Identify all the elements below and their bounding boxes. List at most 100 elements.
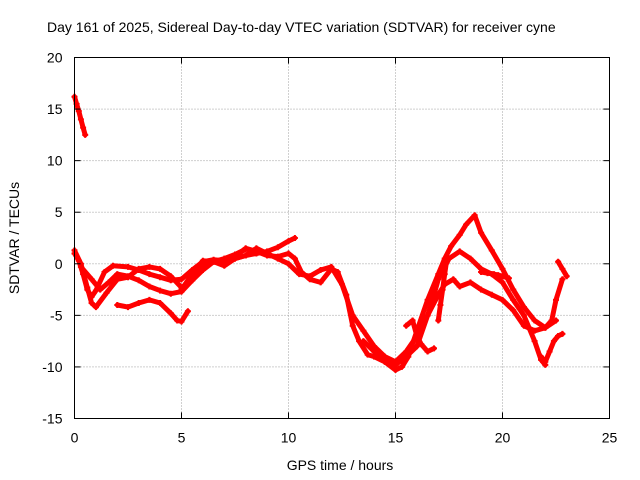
data-point bbox=[371, 348, 378, 355]
data-point bbox=[424, 348, 431, 355]
data-point bbox=[135, 265, 142, 272]
data-point bbox=[471, 212, 478, 219]
data-point bbox=[441, 271, 448, 278]
data-point bbox=[409, 317, 416, 324]
data-point bbox=[505, 275, 512, 282]
data-point bbox=[456, 231, 463, 238]
data-point bbox=[253, 245, 260, 252]
data-point bbox=[364, 351, 371, 358]
data-point bbox=[80, 124, 87, 131]
series-sat-l bbox=[435, 255, 450, 324]
data-point bbox=[413, 333, 420, 339]
data-point bbox=[437, 302, 444, 308]
data-point bbox=[443, 255, 450, 262]
data-point bbox=[546, 348, 553, 355]
data-point bbox=[274, 244, 281, 251]
data-point bbox=[328, 263, 335, 270]
data-point bbox=[495, 272, 502, 279]
data-point bbox=[499, 279, 506, 286]
data-point bbox=[274, 255, 281, 262]
x-tick-label: 20 bbox=[495, 430, 511, 446]
data-point bbox=[510, 307, 517, 314]
data-point bbox=[199, 267, 206, 273]
data-point bbox=[105, 279, 112, 286]
series-sat-i bbox=[478, 269, 512, 282]
y-tick-label: 0 bbox=[55, 256, 63, 272]
data-point bbox=[439, 286, 446, 293]
data-point bbox=[456, 283, 463, 290]
data-point bbox=[413, 343, 420, 350]
data-point bbox=[488, 247, 495, 254]
tick-labels-layer: 0 5 10 15 20 25 -15 -10 -5 0 5 10 15 20 bbox=[42, 50, 617, 446]
data-point bbox=[221, 262, 228, 269]
data-point bbox=[360, 338, 367, 345]
data-point bbox=[499, 296, 506, 303]
data-point bbox=[296, 271, 303, 278]
data-point bbox=[559, 330, 566, 337]
data-point bbox=[510, 296, 517, 303]
series-trace bbox=[360, 248, 548, 368]
data-point bbox=[435, 276, 442, 283]
x-tick-label: 15 bbox=[388, 430, 404, 446]
data-point bbox=[559, 276, 566, 283]
data-point bbox=[88, 276, 95, 283]
data-point bbox=[146, 296, 153, 303]
data-point bbox=[178, 288, 185, 295]
data-point bbox=[392, 367, 399, 373]
series-trace bbox=[538, 331, 565, 365]
data-point bbox=[317, 279, 324, 286]
data-point bbox=[488, 291, 495, 298]
data-point bbox=[82, 131, 89, 138]
data-point bbox=[114, 302, 121, 308]
data-point bbox=[291, 255, 298, 262]
data-point bbox=[467, 255, 474, 262]
data-point bbox=[553, 296, 559, 303]
data-point bbox=[424, 312, 431, 319]
series-sat-k bbox=[555, 258, 570, 280]
series-layer bbox=[71, 93, 570, 373]
data-point bbox=[450, 276, 457, 283]
data-point bbox=[435, 317, 442, 324]
data-point bbox=[77, 116, 84, 123]
y-tick-label: 5 bbox=[55, 204, 63, 220]
data-point bbox=[157, 265, 164, 272]
y-axis-title: SDTVAR / TECUs bbox=[6, 182, 22, 294]
plot-frame bbox=[74, 57, 610, 419]
data-point bbox=[242, 246, 249, 253]
series-sat-f bbox=[77, 246, 249, 297]
y-tick-label: -10 bbox=[42, 359, 62, 375]
data-point bbox=[101, 269, 108, 275]
y-tick-label: -5 bbox=[50, 307, 63, 323]
data-point bbox=[317, 267, 324, 273]
data-point bbox=[398, 363, 405, 370]
data-point bbox=[431, 291, 437, 298]
data-point bbox=[467, 279, 474, 286]
data-point bbox=[189, 277, 196, 284]
data-point bbox=[531, 338, 538, 345]
y-tick-label: 20 bbox=[47, 50, 63, 66]
data-point bbox=[542, 358, 549, 365]
data-point bbox=[381, 358, 388, 365]
data-point bbox=[478, 286, 485, 293]
data-point bbox=[210, 258, 217, 265]
data-point bbox=[189, 271, 196, 278]
data-point bbox=[478, 229, 485, 236]
data-point bbox=[88, 300, 95, 306]
data-point bbox=[167, 273, 174, 280]
x-axis-title: GPS time / hours bbox=[287, 457, 394, 473]
data-point bbox=[285, 250, 292, 257]
data-point bbox=[484, 270, 491, 277]
data-point bbox=[349, 312, 356, 319]
data-point bbox=[550, 338, 557, 345]
data-point bbox=[84, 284, 91, 291]
data-point bbox=[146, 263, 153, 270]
data-point bbox=[167, 310, 174, 317]
data-point bbox=[291, 235, 298, 241]
x-tick-label: 0 bbox=[71, 430, 79, 446]
data-point bbox=[418, 341, 425, 348]
data-point bbox=[553, 317, 559, 324]
data-point bbox=[499, 265, 506, 272]
data-point bbox=[92, 304, 99, 311]
chart-title: Day 161 of 2025, Sidereal Day-to-day VTE… bbox=[47, 19, 556, 35]
data-point bbox=[285, 238, 292, 245]
